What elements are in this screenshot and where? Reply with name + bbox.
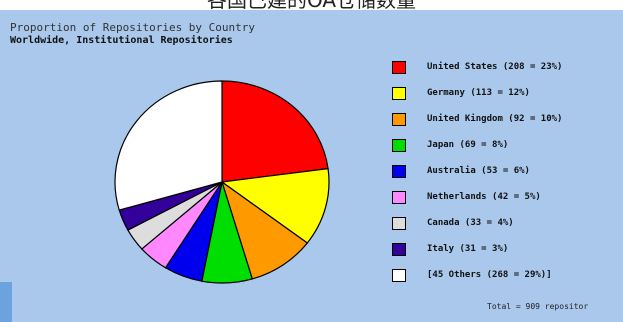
legend-item-germany: Germany (113 = 12%) <box>392 83 623 109</box>
legend-swatch <box>392 113 406 126</box>
legend-label: [45 Others (268 = 29%)] <box>427 270 552 280</box>
pie-slice-others <box>114 80 223 211</box>
pie-slice-united-states <box>221 80 329 183</box>
legend-item-united-kingdom: United Kingdom (92 = 10%) <box>392 109 623 135</box>
legend-swatch <box>392 191 406 204</box>
legend-label: Japan (69 = 8%) <box>427 140 509 150</box>
legend-label: Netherlands (42 = 5%) <box>427 192 541 202</box>
legend-swatch <box>392 165 406 178</box>
legend-item-canada: Canada (33 = 4%) <box>392 213 623 239</box>
pie-slice-germany <box>220 167 330 244</box>
legend-item-united-states: United States (208 = 23%) <box>392 57 623 83</box>
legend-item-japan: Japan (69 = 8%) <box>392 135 623 161</box>
legend-item-italy: Italy (31 = 3%) <box>392 239 623 265</box>
slide-caption: 各国已建的OA仓储数量 <box>206 0 417 12</box>
legend-swatch <box>392 61 406 74</box>
legend-swatch <box>392 87 406 100</box>
chart-subtitle: Worldwide, Institutional Repositories <box>10 35 233 46</box>
legend-item-others: [45 Others (268 = 29%)] <box>392 265 623 291</box>
legend-item-netherlands: Netherlands (42 = 5%) <box>392 187 623 213</box>
chart-panel: Proportion of Repositories by Country Wo… <box>0 10 623 322</box>
legend-label: Canada (33 = 4%) <box>427 218 514 228</box>
legend-label: Italy (31 = 3%) <box>427 244 509 254</box>
legend-label: United Kingdom (92 = 10%) <box>427 114 563 124</box>
legend-swatch <box>392 269 406 282</box>
chart-title: Proportion of Repositories by Country <box>10 21 256 34</box>
pie-chart <box>114 80 330 284</box>
legend-label: Germany (113 = 12%) <box>427 88 530 98</box>
legend-swatch <box>392 217 406 230</box>
total-note: Total = 909 repositor <box>487 302 589 311</box>
slide-edge-decoration <box>0 282 12 322</box>
legend-label: Australia (53 = 6%) <box>427 166 530 176</box>
legend: United States (208 = 23%) Germany (113 =… <box>392 57 623 291</box>
legend-swatch <box>392 139 406 152</box>
legend-swatch <box>392 243 406 256</box>
legend-label: United States (208 = 23%) <box>427 62 563 72</box>
legend-item-australia: Australia (53 = 6%) <box>392 161 623 187</box>
